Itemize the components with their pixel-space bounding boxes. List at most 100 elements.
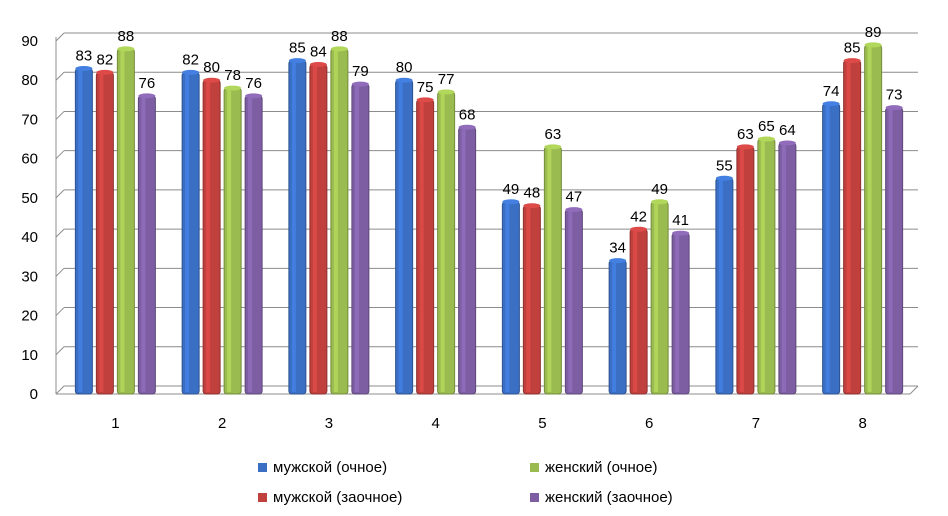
data-label: 41 [672, 212, 689, 229]
bar-top [245, 93, 263, 99]
bar-highlight [547, 148, 552, 392]
bar [458, 126, 477, 395]
bar [843, 60, 862, 395]
bar-highlight [185, 74, 190, 392]
bar [437, 91, 456, 395]
bar [715, 177, 734, 395]
data-label: 63 [545, 126, 562, 143]
bar [650, 201, 669, 395]
bar-highlight [227, 90, 232, 393]
data-label: 74 [823, 83, 840, 100]
legend-item-male-fulltime: мужской (очное) [258, 456, 387, 478]
x-tick-label: 2 [218, 415, 226, 432]
bar-top [182, 69, 200, 75]
bar-highlight [654, 203, 659, 392]
bar-top [736, 144, 754, 150]
data-label: 63 [737, 126, 754, 143]
data-label: 85 [289, 40, 306, 57]
floor-edge [909, 385, 919, 395]
gridline-depth [55, 150, 65, 160]
y-tick-label: 30 [21, 268, 38, 285]
y-tick-label: 70 [21, 111, 38, 128]
bar [629, 228, 648, 395]
bar-highlight [398, 82, 403, 392]
bar [522, 205, 541, 395]
gridline-depth [55, 307, 65, 316]
x-axis-ticks: 1 2 3 4 5 6 7 8 [111, 415, 867, 432]
y-tick-label: 0 [30, 386, 38, 403]
data-label: 82 [182, 51, 199, 68]
bar-highlight [291, 62, 296, 392]
bar-top [437, 89, 455, 95]
legend-swatch [530, 492, 539, 502]
bar-highlight [633, 231, 638, 392]
bar-top [757, 136, 775, 142]
bar-highlight [526, 207, 531, 392]
data-label: 64 [779, 122, 796, 139]
bar-highlight [718, 180, 723, 392]
data-label: 34 [609, 240, 626, 257]
bar-top [822, 101, 840, 107]
legend-swatch [258, 462, 267, 472]
bar [309, 64, 328, 395]
bar [501, 201, 520, 395]
gridline-depth [55, 346, 65, 356]
bar-highlight [120, 50, 125, 392]
bar-highlight [461, 129, 466, 393]
data-label: 48 [524, 185, 541, 202]
gridline-depth [55, 111, 65, 120]
bar-top [778, 140, 796, 146]
bar-highlight [781, 144, 786, 392]
bar-highlight [760, 141, 765, 392]
bar-highlight [568, 211, 573, 392]
bar-highlight [846, 62, 851, 392]
bar-top [885, 105, 903, 111]
data-label: 88 [331, 28, 348, 45]
y-tick-label: 80 [21, 72, 38, 89]
legend-label: женский (заочное) [545, 488, 673, 506]
bar-highlight [739, 148, 744, 392]
data-label: 79 [352, 63, 369, 80]
bar-highlight [867, 46, 872, 393]
bar-top [203, 77, 221, 83]
x-tick-label: 5 [538, 415, 546, 432]
y-tick-label: 50 [21, 190, 38, 207]
bar [95, 71, 114, 395]
bar [885, 107, 904, 395]
bar-top [458, 124, 476, 130]
bar-top [224, 85, 242, 91]
x-tick-label: 1 [111, 415, 119, 432]
data-label: 80 [203, 59, 220, 76]
data-label: 89 [865, 24, 882, 41]
bar-top [565, 207, 583, 213]
bar-top [395, 77, 413, 83]
legend-item-male-parttime: мужской (заочное) [258, 486, 402, 508]
data-label: 42 [630, 208, 647, 225]
legend-label: мужской (очное) [273, 458, 388, 476]
bar-top [630, 226, 648, 232]
bar [202, 79, 221, 395]
data-label: 76 [245, 75, 262, 92]
data-label: 49 [651, 181, 668, 198]
legend-label: мужской (заочное) [273, 488, 403, 506]
y-tick-label: 10 [21, 347, 38, 364]
bar-top [309, 62, 327, 68]
data-label: 76 [139, 75, 156, 92]
bar [608, 260, 627, 395]
bar [223, 87, 242, 395]
bar [778, 142, 797, 395]
bar-top [715, 175, 733, 181]
bar-highlight [99, 74, 104, 392]
y-tick-label: 40 [21, 229, 38, 246]
gridline-depth [55, 71, 65, 81]
data-label: 78 [224, 67, 241, 84]
bar-highlight [825, 105, 830, 392]
bar [137, 95, 156, 395]
bar-highlight [312, 66, 317, 393]
bar-highlight [141, 97, 146, 393]
data-label: 68 [459, 106, 476, 123]
data-label: 84 [310, 44, 327, 61]
bar-top [651, 199, 669, 205]
